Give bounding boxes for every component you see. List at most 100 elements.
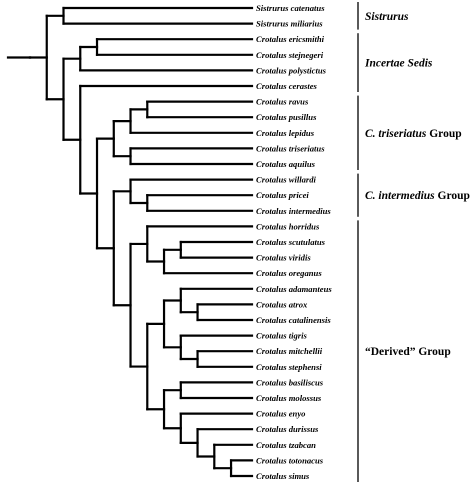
taxon-genus: Crotalus: [256, 377, 287, 387]
taxon-genus: Crotalus: [256, 393, 287, 403]
taxon-species: miliarius: [289, 19, 324, 29]
taxon-genus: Crotalus: [256, 97, 287, 107]
taxon-label-viridis: Crotalus viridis: [256, 253, 311, 263]
taxon-label-enyo: Crotalus enyo: [256, 409, 305, 419]
taxon-species: totonacus: [287, 455, 324, 465]
taxon-genus: Crotalus: [256, 128, 287, 138]
taxon-genus: Crotalus: [256, 362, 287, 372]
taxon-genus: Crotalus: [256, 299, 287, 309]
group-label-0: Sistrurus: [365, 11, 409, 23]
taxon-species: ravus: [287, 97, 309, 107]
taxon-genus: Crotalus: [256, 237, 287, 247]
taxon-species: ericsmithi: [287, 34, 325, 44]
taxon-species: tzabcan: [287, 440, 317, 450]
taxon-genus: Crotalus: [256, 143, 287, 153]
taxon-species: atrox: [287, 299, 308, 309]
taxon-label-miliarius: Sistrurus miliarius: [256, 19, 323, 29]
taxon-label-ravus: Crotalus ravus: [256, 97, 309, 107]
taxon-label-horridus: Crotalus horridus: [256, 221, 320, 231]
taxon-species: molossus: [287, 393, 322, 403]
taxon-species: adamanteus: [287, 284, 333, 294]
taxon-label-tigris: Crotalus tigris: [256, 331, 308, 341]
taxon-label-triseriatus: Crotalus triseriatus: [256, 143, 325, 153]
taxon-label-polystictus: Crotalus polystictus: [256, 65, 327, 75]
taxon-label-catalinensis: Crotalus catalinensis: [256, 315, 331, 325]
taxon-genus: Crotalus: [256, 284, 287, 294]
taxon-label-mitchellii: Crotalus mitchellii: [256, 346, 323, 356]
taxon-species: simus: [287, 471, 310, 481]
taxon-species: aquilus: [287, 159, 316, 169]
taxon-label-cerastes: Crotalus cerastes: [256, 81, 318, 91]
taxon-genus: Crotalus: [256, 190, 287, 200]
taxon-label-adamanteus: Crotalus adamanteus: [256, 284, 332, 294]
taxon-species: stejnegeri: [287, 50, 324, 60]
group-label-part: C. triseriatus: [365, 128, 427, 140]
taxon-genus: Crotalus: [256, 81, 287, 91]
taxon-label-tzabcan: Crotalus tzabcan: [256, 440, 316, 450]
taxon-species: enyo: [287, 409, 306, 419]
taxon-genus: Crotalus: [256, 346, 287, 356]
taxon-species: intermedius: [287, 206, 332, 216]
taxon-label-lepidus: Crotalus lepidus: [256, 128, 315, 138]
taxon-label-totonacus: Crotalus totonacus: [256, 455, 324, 465]
taxon-genus: Crotalus: [256, 315, 287, 325]
taxon-label-pusillus: Crotalus pusillus: [256, 112, 317, 122]
group-label-part: Sistrurus: [365, 11, 409, 23]
group-label-part: “Derived” Group: [365, 346, 451, 358]
taxon-label-aquilus: Crotalus aquilus: [256, 159, 316, 169]
taxon-genus: Crotalus: [256, 253, 287, 263]
taxon-genus: Crotalus: [256, 455, 287, 465]
taxon-species: lepidus: [287, 128, 315, 138]
group-label-part: Group: [435, 190, 470, 202]
taxon-genus: Crotalus: [256, 331, 287, 341]
group-label-3: C. intermedius Group: [365, 190, 470, 202]
taxon-genus: Crotalus: [256, 268, 287, 278]
taxon-species: triseriatus: [287, 143, 326, 153]
taxon-label-stejnegeri: Crotalus stejnegeri: [256, 50, 324, 60]
taxon-species: willardi: [287, 175, 317, 185]
taxon-species: scutulatus: [287, 237, 326, 247]
taxon-genus: Sistrurus: [256, 19, 289, 29]
taxon-species: cerastes: [287, 81, 318, 91]
taxon-genus: Crotalus: [256, 440, 287, 450]
taxon-species: oreganus: [287, 268, 323, 278]
taxon-species: durissus: [287, 424, 319, 434]
group-label-1: Incertae Sedis: [364, 58, 433, 70]
taxon-species: pricei: [287, 190, 310, 200]
taxon-genus: Crotalus: [256, 159, 287, 169]
taxon-label-atrox: Crotalus atrox: [256, 299, 308, 309]
taxon-genus: Crotalus: [256, 206, 287, 216]
taxon-genus: Sistrurus: [256, 3, 289, 13]
taxon-species: pusillus: [287, 112, 318, 122]
taxon-species: stephensi: [287, 362, 323, 372]
taxon-genus: Crotalus: [256, 112, 287, 122]
group-label-2: C. triseriatus Group: [365, 128, 462, 140]
taxon-species: basiliscus: [287, 377, 324, 387]
taxon-genus: Crotalus: [256, 65, 287, 75]
taxon-species: mitchellii: [287, 346, 323, 356]
taxon-label-basiliscus: Crotalus basiliscus: [256, 377, 324, 387]
taxon-species: tigris: [287, 331, 308, 341]
taxon-label-ericsmithi: Crotalus ericsmithi: [256, 34, 325, 44]
taxon-genus: Crotalus: [256, 175, 287, 185]
taxon-genus: Crotalus: [256, 409, 287, 419]
taxon-genus: Crotalus: [256, 424, 287, 434]
group-label-4: “Derived” Group: [365, 346, 451, 358]
taxon-species: polystictus: [287, 65, 327, 75]
taxon-species: catalinensis: [287, 315, 332, 325]
taxon-label-willardi: Crotalus willardi: [256, 175, 317, 185]
taxon-species: viridis: [287, 253, 312, 263]
taxon-label-stephensi: Crotalus stephensi: [256, 362, 322, 372]
taxon-label-pricei: Crotalus pricei: [256, 190, 309, 200]
taxon-genus: Crotalus: [256, 34, 287, 44]
group-label-part: C. intermedius: [365, 190, 435, 202]
taxon-species: catenatus: [289, 3, 326, 13]
group-label-part: Group: [426, 128, 461, 140]
taxon-genus: Crotalus: [256, 221, 287, 231]
taxon-species: horridus: [287, 221, 320, 231]
taxon-label-scutulatus: Crotalus scutulatus: [256, 237, 326, 247]
taxon-label-molossus: Crotalus molossus: [256, 393, 322, 403]
taxon-label-catenatus: Sistrurus catenatus: [256, 3, 325, 13]
taxon-label-intermedius: Crotalus intermedius: [256, 206, 331, 216]
